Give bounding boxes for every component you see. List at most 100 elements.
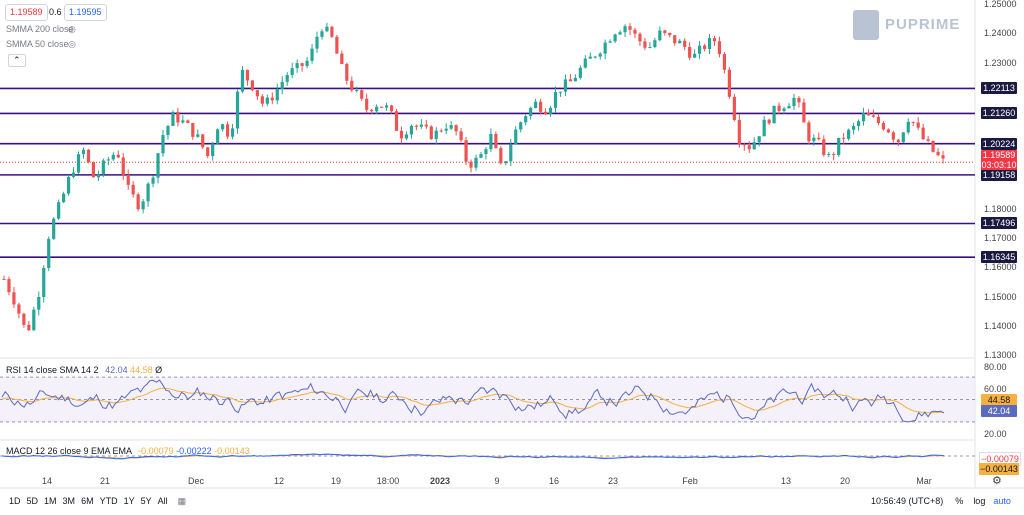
current-price: 1.19589 xyxy=(982,150,1016,160)
candle-body xyxy=(638,33,642,42)
price-tick: 1.25000 xyxy=(984,0,1017,9)
candle-body xyxy=(757,136,761,143)
range-1m-button[interactable]: 1M xyxy=(44,496,57,506)
candle-body xyxy=(340,53,344,64)
candle-body xyxy=(156,153,160,178)
candle-body xyxy=(553,92,558,108)
candle-body xyxy=(797,97,801,103)
bid-price[interactable]: 1.19589 xyxy=(5,4,48,21)
range-6m-button[interactable]: 6M xyxy=(81,496,94,506)
candle-body xyxy=(479,154,483,158)
range-all-button[interactable]: All xyxy=(157,496,168,506)
range-1y-button[interactable]: 1Y xyxy=(123,496,135,506)
range-5d-button[interactable]: 5D xyxy=(26,496,39,506)
rsi-axis-80: 80.00 xyxy=(984,362,1007,372)
log-toggle[interactable]: log xyxy=(973,496,986,506)
ask-price[interactable]: 1.19595 xyxy=(64,4,107,21)
eye-crossed-icon[interactable]: ◎ xyxy=(68,39,76,49)
candle-body xyxy=(787,105,791,109)
range-3m-button[interactable]: 3M xyxy=(62,496,76,506)
percent-toggle[interactable]: % xyxy=(955,496,964,506)
macd-line xyxy=(1,453,945,460)
candle-body xyxy=(280,81,284,90)
range-5y-button[interactable]: 5Y xyxy=(140,496,152,506)
candle-body xyxy=(389,105,394,112)
candle-body xyxy=(941,155,945,159)
settings-gear-icon[interactable]: ⚙ xyxy=(992,475,1002,487)
candle-body xyxy=(295,63,299,69)
candle-body xyxy=(245,69,250,81)
candle-body xyxy=(370,109,374,112)
candle-body xyxy=(384,105,389,108)
range-1d-button[interactable]: 1D xyxy=(9,496,21,506)
candle-body xyxy=(643,41,647,48)
rsi-ma-tag: 44.58 xyxy=(981,394,1017,406)
candle-body xyxy=(225,124,230,137)
candle-body xyxy=(519,122,523,130)
candle-body xyxy=(151,177,155,184)
candle-body xyxy=(206,147,210,157)
candle-body xyxy=(265,97,269,104)
candle-body xyxy=(732,96,736,120)
macd-line-value: -0.00222 xyxy=(176,446,212,456)
time-tick: Feb xyxy=(682,476,698,486)
candle-body xyxy=(12,292,16,305)
candle-body xyxy=(832,154,836,156)
candle-body xyxy=(861,112,866,122)
rsi-ma-value: 44.58 xyxy=(130,365,153,375)
candle-body xyxy=(822,139,826,155)
candle-body xyxy=(568,79,572,82)
eye-crossed-icon[interactable]: ◎ xyxy=(68,24,76,34)
candle-body xyxy=(747,145,751,150)
candle-body xyxy=(126,175,130,185)
candle-body xyxy=(201,134,205,148)
candle-body xyxy=(255,90,259,97)
right-toolbar: 10:56:49 (UTC+8) % log auto xyxy=(868,494,1014,508)
candle-body xyxy=(146,183,150,202)
macd-legend: MACD 12 26 close 9 EMA EMA -0.00079 -0.0… xyxy=(6,446,250,456)
rsi-legend: RSI 14 close SMA 14 2 42.04 44.58 Ø xyxy=(6,365,162,375)
candle-body xyxy=(474,157,478,168)
date-range-icon[interactable]: ▦ xyxy=(177,495,187,506)
macd-legend-title: MACD 12 26 close 9 EMA EMA xyxy=(6,446,132,456)
candle-body xyxy=(529,107,533,117)
candle-body xyxy=(514,129,518,145)
level-price-tag: 1.20224 xyxy=(981,137,1017,150)
candle-body xyxy=(583,58,587,68)
spread-value: 0.6 xyxy=(49,7,62,17)
rsi-axis-20: 20.00 xyxy=(984,429,1007,439)
candle-body xyxy=(901,132,905,143)
candle-body xyxy=(161,135,165,154)
candle-body xyxy=(52,218,56,239)
time-tick: 2023 xyxy=(429,476,451,486)
collapse-legend-icon[interactable]: ⌃ xyxy=(8,54,26,67)
candle-body xyxy=(548,107,553,115)
rsi-line xyxy=(1,379,945,423)
candle-body xyxy=(81,149,86,155)
candle-body xyxy=(171,111,175,126)
time-tick: 19 xyxy=(330,476,342,486)
candle-body xyxy=(702,45,707,50)
candle-body xyxy=(2,278,6,280)
auto-toggle[interactable]: auto xyxy=(993,496,1011,506)
bar-countdown: 03:03:10 xyxy=(981,160,1017,170)
macd-signal-value: -0.00143 xyxy=(214,446,250,456)
candle-body xyxy=(812,137,816,142)
candle-body xyxy=(459,131,463,141)
candle-body xyxy=(931,140,935,152)
range-ytd-button[interactable]: YTD xyxy=(99,496,118,506)
level-price-tag: 1.22113 xyxy=(981,82,1017,95)
current-price-tag: 1.19589 03:03:10 xyxy=(981,150,1017,170)
candle-body xyxy=(693,53,697,58)
candle-body xyxy=(315,36,319,49)
price-tick: 1.24000 xyxy=(984,28,1017,39)
candle-body xyxy=(365,98,369,110)
clock-timezone[interactable]: 10:56:49 (UTC+8) xyxy=(871,496,944,506)
candle-body xyxy=(285,75,289,82)
candle-body xyxy=(454,125,458,132)
candle-body xyxy=(628,26,632,30)
candle-body xyxy=(603,42,607,54)
candle-body xyxy=(196,134,200,137)
candle-body xyxy=(906,121,910,133)
